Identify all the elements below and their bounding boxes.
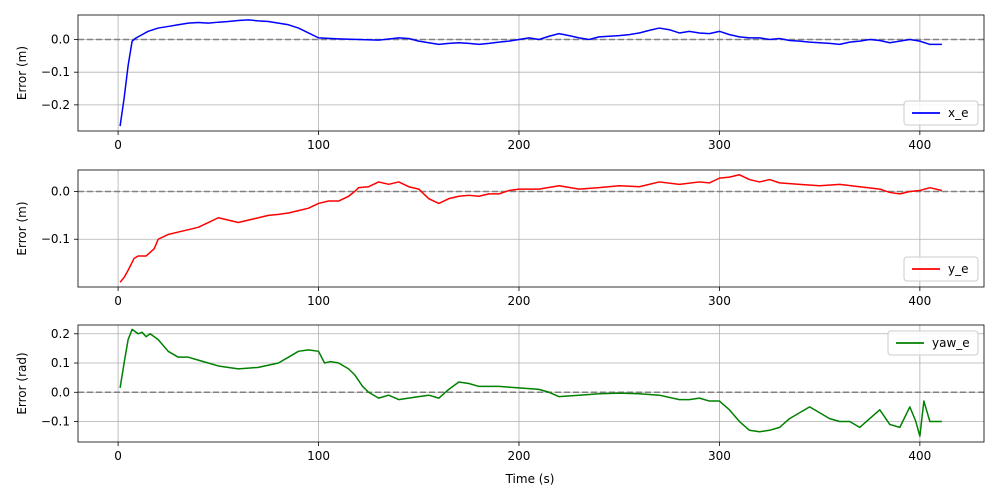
x-tick-label: 300: [708, 449, 731, 463]
x-tick-label: 100: [307, 294, 330, 308]
y-tick-label: 0.0: [51, 184, 70, 198]
y-tick-label: 0.0: [51, 33, 70, 47]
x-tick-label: 0: [114, 138, 122, 152]
legend-box: [887, 330, 979, 356]
y-axis-label: Error (m): [15, 46, 29, 100]
legend: y_e: [903, 256, 979, 282]
x-tick-label: 200: [508, 449, 531, 463]
legend-label: y_e: [948, 262, 968, 276]
axes-frame: [77, 169, 985, 288]
x-tick-label: 0: [114, 294, 122, 308]
legend-box: [903, 100, 979, 126]
axes-frame: [77, 14, 985, 132]
y-tick-label: −0.1: [41, 65, 70, 79]
x-axis-label: Time (s): [505, 472, 555, 486]
series-line-y_e: [119, 174, 943, 283]
subplot-2: 0 100 200 300 400 0.0 −0.1 Error (m) y_e: [15, 169, 985, 308]
axes-frame: [77, 324, 985, 443]
subplots: 0 100 200 300 400 0.0 −0.1 −0.2 Error (m) x_e 0 100…: [15, 14, 985, 463]
subplot-1: 0 100 200 300 400 0.0 −0.1 −0.2 Error (m) x_e: [15, 14, 985, 152]
y-tick-label: −0.1: [41, 415, 70, 429]
y-axis-label: Error (m): [15, 201, 29, 255]
x-tick-label: 100: [307, 138, 330, 152]
y-tick-label: −0.2: [41, 98, 70, 112]
y-tick-label: 0.1: [51, 356, 70, 370]
x-tick-label: 400: [908, 449, 931, 463]
legend-box: [903, 256, 979, 282]
x-tick-label: 200: [508, 294, 531, 308]
subplot-3: 0 100 200 300 400 0.2 0.1 0.0 −0.1 Error (rad) yaw…: [15, 324, 985, 463]
series-line-x_e: [119, 19, 942, 127]
x-tick-label: 400: [908, 138, 931, 152]
x-tick-label: 300: [708, 138, 731, 152]
y-tick-label: 0.2: [51, 327, 70, 341]
x-tick-label: 100: [307, 449, 330, 463]
legend-label: yaw_e: [932, 336, 970, 350]
y-axis-label: Error (rad): [15, 352, 29, 414]
legend-label: x_e: [948, 106, 968, 120]
series-line-yaw_e: [119, 328, 942, 437]
x-tick-label: 300: [708, 294, 731, 308]
y-tick-label: 0.0: [51, 385, 70, 399]
x-tick-label: 400: [908, 294, 931, 308]
y-tick-label: −0.1: [41, 232, 70, 246]
x-tick-label: 0: [114, 449, 122, 463]
legend: x_e: [903, 100, 979, 126]
x-tick-label: 200: [508, 138, 531, 152]
legend: yaw_e: [887, 330, 979, 356]
